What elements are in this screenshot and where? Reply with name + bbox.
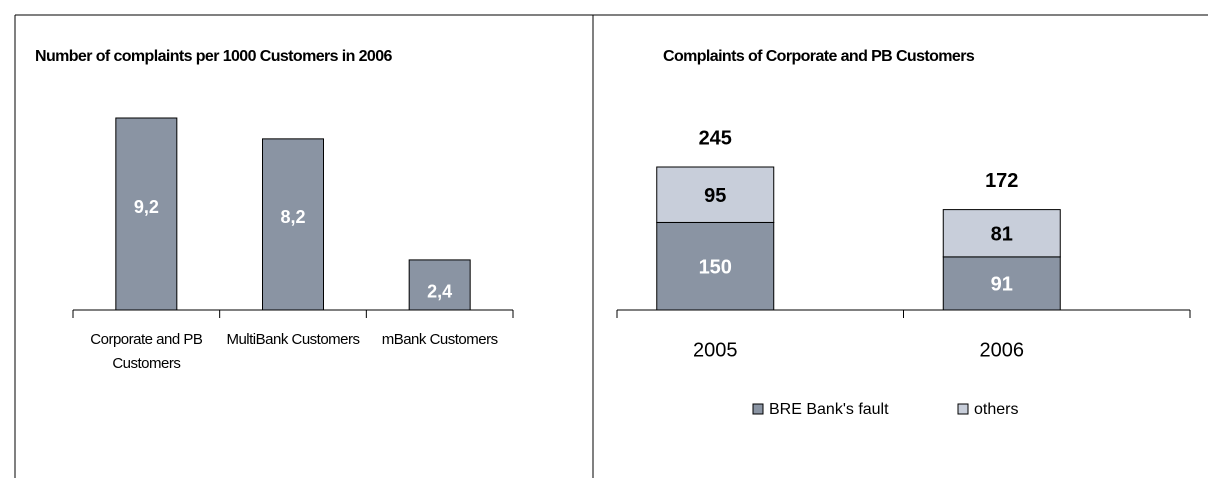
bar-segment xyxy=(656,166,775,223)
segment-label: 95 xyxy=(704,185,726,207)
segment-label: 91 xyxy=(991,274,1013,296)
total-label: 172 xyxy=(985,170,1018,192)
x-tick-label: 2006 xyxy=(980,339,1025,361)
total-label: 245 xyxy=(699,127,732,149)
x-tick-label-box: Corporate and PB Customers xyxy=(90,331,203,372)
segment-label: 81 xyxy=(991,224,1013,246)
legend-label: BRE Bank's fault xyxy=(769,401,889,418)
chart-title: Number of complaints per 1000 Customers … xyxy=(35,48,393,65)
x-tick-label: Corporate and PB Customers xyxy=(90,331,203,372)
bar-segment xyxy=(942,209,1061,258)
bar-value-label: 9,2 xyxy=(134,197,159,217)
bar xyxy=(262,138,324,311)
bar-value-label: 2,4 xyxy=(427,282,452,302)
chart-title: Complaints of Corporate and PB Customers xyxy=(663,48,975,65)
x-tick-label: mBank Customers xyxy=(381,331,498,348)
bar-value-label: 8,2 xyxy=(280,207,305,227)
legend-swatch xyxy=(957,403,969,415)
bar xyxy=(408,259,471,311)
bar xyxy=(115,117,178,311)
legend-swatch xyxy=(752,403,764,415)
x-tick-label: MultiBank Customers xyxy=(226,331,360,348)
x-tick-label-box: MultiBank Customers xyxy=(226,331,360,348)
x-tick-label-box: mBank Customers xyxy=(381,331,498,348)
x-tick-label: 2005 xyxy=(693,339,738,361)
segment-label: 150 xyxy=(699,257,732,279)
legend-label: others xyxy=(974,401,1018,418)
bar-segment xyxy=(942,256,1061,311)
